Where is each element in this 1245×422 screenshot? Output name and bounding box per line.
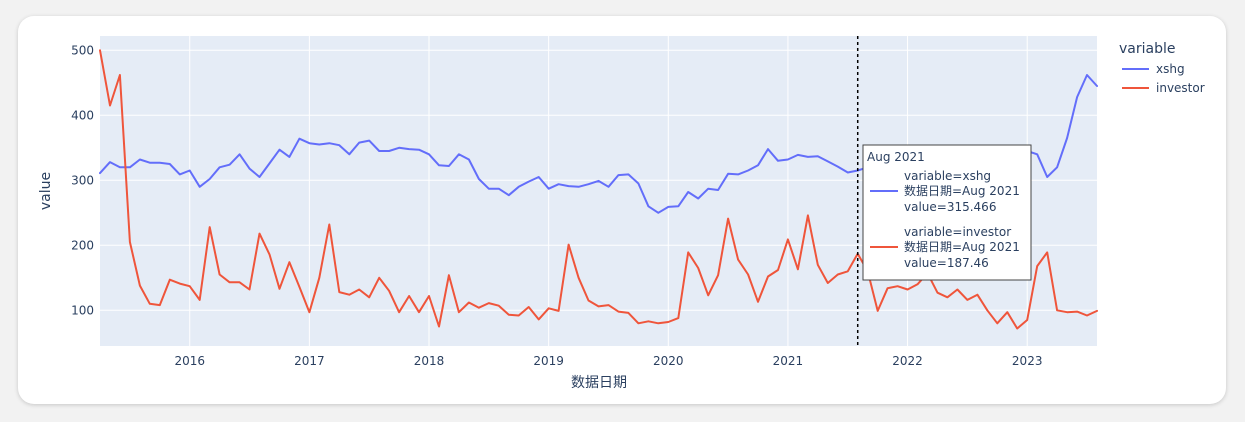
x-tick-label-2017: 2017 [294,354,325,368]
x-axis-ticks: 2016 2017 2018 2019 2020 2021 2022 2023 [174,354,1042,368]
hover-tooltip: Aug 2021 variable=xshg 数据日期=Aug 2021 val… [862,144,1032,281]
x-tick-label-2020: 2020 [653,354,684,368]
y-tick-label-200: 200 [71,238,94,252]
x-tick-label-2022: 2022 [892,354,923,368]
x-tick-label-2018: 2018 [414,354,445,368]
tooltip-investor-variable: variable=investor [904,225,1011,239]
y-tick-label-100: 100 [71,303,94,317]
legend-item-investor[interactable]: investor [1122,81,1205,95]
x-tick-label-2019: 2019 [533,354,564,368]
y-axis-ticks: 100 200 300 400 500 [71,43,94,317]
legend: variable xshg investor [1119,41,1205,95]
legend-label-investor: investor [1156,81,1205,95]
chart-card: 2016 2017 2018 2019 2020 2021 2022 2023 100 200 3… [18,16,1226,404]
line-chart[interactable]: 2016 2017 2018 2019 2020 2021 2022 2023 100 200 3… [18,16,1226,404]
tooltip-header: Aug 2021 [867,150,925,164]
x-axis-title: 数据日期 [571,375,627,391]
legend-label-xshg: xshg [1156,62,1185,76]
x-tick-label-2021: 2021 [773,354,804,368]
tooltip-xshg-variable: variable=xshg [904,169,991,183]
y-tick-label-500: 500 [71,43,94,57]
tooltip-xshg-date: 数据日期=Aug 2021 [904,183,1020,198]
y-tick-label-400: 400 [71,108,94,122]
y-tick-label-300: 300 [71,173,94,187]
legend-item-xshg[interactable]: xshg [1122,62,1185,76]
x-tick-label-2023: 2023 [1012,354,1043,368]
x-tick-label-2016: 2016 [174,354,205,368]
tooltip-investor-date: 数据日期=Aug 2021 [904,239,1020,254]
legend-title: variable [1119,41,1175,57]
tooltip-box [862,144,1032,281]
y-axis-title: value [38,172,54,210]
tooltip-investor-value: value=187.46 [904,256,989,270]
tooltip-xshg-value: value=315.466 [904,200,996,214]
